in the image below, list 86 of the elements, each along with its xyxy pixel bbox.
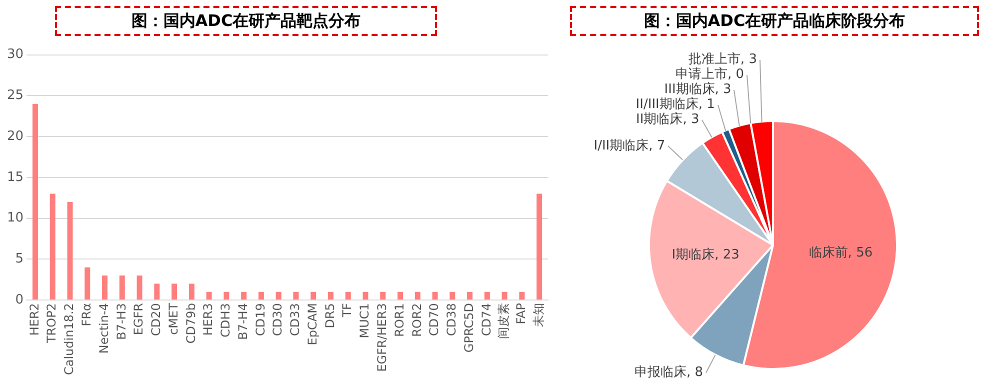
x-tick-label: CD30 (270, 303, 285, 336)
slice-label: 申报临床 (634, 364, 687, 380)
x-tick-label: CD70 (427, 303, 442, 336)
slice-label: 临床前 (808, 246, 848, 261)
y-tick-label: 15 (6, 170, 24, 185)
y-tick-label: 25 (6, 88, 24, 104)
bar (50, 194, 56, 300)
bar (224, 292, 230, 300)
bar (519, 292, 525, 300)
x-tick-label: DR5 (322, 303, 337, 328)
bar (32, 104, 38, 300)
x-tick-label: FRα (80, 302, 94, 326)
x-tick-label: CDH3 (218, 303, 233, 338)
x-tick-label: TF (340, 302, 354, 318)
bar (258, 292, 264, 300)
x-tick-label: B7-H4 (236, 303, 250, 340)
bar (276, 292, 282, 300)
x-tick-label: CD19 (253, 303, 268, 336)
data-label: , 8 (686, 364, 704, 380)
data-label: , 3 (714, 82, 732, 97)
data-label: , 23 (714, 248, 740, 263)
bar (188, 284, 194, 300)
x-tick-label: Nectin-4 (96, 303, 111, 354)
data-label: , 56 (848, 246, 873, 261)
x-tick-label: 未知 (531, 303, 546, 328)
slice-label: I/II期临床 (594, 138, 649, 154)
y-tick-label: 5 (15, 252, 24, 267)
bar (154, 284, 160, 300)
bar (241, 292, 247, 300)
x-tick-label: HER2 (27, 303, 42, 336)
x-tick-label: GPRC5D (462, 303, 476, 353)
bar (310, 292, 316, 300)
data-label: , 7 (648, 138, 666, 154)
chart-title: 图：国内ADC在研产品临床阶段分布 (570, 6, 979, 36)
x-tick-label: EpCAM (305, 303, 320, 346)
bar (67, 202, 73, 300)
bar (467, 292, 473, 300)
x-tick-label: FAP (514, 303, 528, 324)
bar (102, 276, 108, 300)
x-tick-label: cMET (166, 302, 180, 335)
bar (84, 267, 90, 300)
x-tick-label: Caludin18.2 (62, 303, 76, 376)
text: , 0 (728, 66, 744, 82)
y-tick-label: 20 (6, 128, 24, 144)
bar (345, 292, 351, 300)
bar (414, 292, 420, 300)
x-tick-label: CD38 (444, 303, 459, 336)
y-tick-label: 10 (6, 210, 24, 226)
x-tick-label: CD33 (288, 303, 302, 336)
bar (206, 292, 212, 300)
bar (398, 292, 403, 300)
data-label: , 3 (682, 112, 700, 127)
bar (502, 292, 508, 300)
bar (450, 292, 456, 300)
x-tick-label: MUC1 (358, 303, 372, 338)
x-tick-label: B7-H3 (114, 303, 128, 340)
chart-title: 图：国内ADC在研产品靶点分布 (55, 6, 437, 36)
bar (136, 276, 142, 300)
x-tick-label: CD79b (184, 303, 198, 344)
x-tick-label: ROR2 (410, 303, 424, 337)
bar (484, 292, 490, 300)
slice-label: 批准上市 (688, 52, 740, 67)
x-tick-label: EGFR/HER3 (374, 303, 389, 372)
bar (119, 276, 125, 300)
y-tick-label: 30 (6, 47, 24, 62)
slice-label: II期临床 (636, 112, 683, 127)
bar (293, 292, 299, 300)
x-tick-label: CD74 (479, 303, 494, 336)
x-tick-label: HER3 (201, 303, 216, 336)
slice-label: II/III期临床 (636, 96, 698, 112)
bar (380, 292, 386, 300)
x-tick-label: 间皮素 (496, 303, 511, 340)
x-tick-label: ROR1 (392, 303, 406, 337)
bar (172, 284, 178, 300)
data-label: , 3 (740, 52, 757, 67)
x-tick-label: CD20 (149, 303, 164, 336)
bar (328, 292, 334, 300)
bar (536, 194, 542, 300)
x-tick-label: EGFR (132, 303, 146, 336)
bar (432, 292, 438, 300)
slice-label: III期临床 (664, 82, 715, 97)
x-tick-label: TROP2 (44, 303, 59, 344)
data-label: , 1 (698, 96, 715, 112)
slice-label: I期临床 (672, 248, 715, 263)
y-tick-label: 0 (15, 292, 24, 308)
category-label: 申请上市 (676, 66, 728, 82)
